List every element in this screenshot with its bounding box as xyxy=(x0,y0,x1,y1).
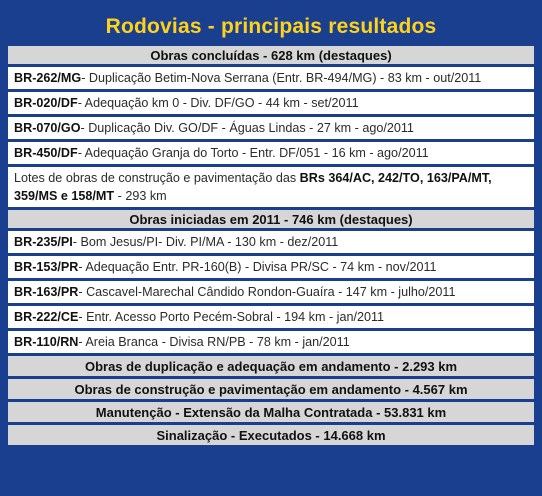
summary-manutencao: Manutenção - Extensão da Malha Contratad… xyxy=(8,402,534,422)
road-description: - Cascavel-Marechal Cândido Rondon-Guaír… xyxy=(78,285,456,299)
summary-construcao: Obras de construção e pavimentação em an… xyxy=(8,379,534,399)
road-code: BR-020/DF xyxy=(14,96,78,110)
road-description: - Entr. Acesso Porto Pecém-Sobral - 194 … xyxy=(78,310,385,324)
road-code: BR-222/CE xyxy=(14,310,79,324)
table-row: BR-020/DF - Adequação km 0 - Div. DF/GO … xyxy=(8,92,534,114)
lotes-brs: 158/MT xyxy=(71,189,115,203)
road-description: - Adequação Granja do Torto - Entr. DF/0… xyxy=(77,146,429,160)
road-code: BR-110/RN xyxy=(14,335,79,349)
road-description: - Duplicação Betim-Nova Serrana (Entr. B… xyxy=(81,71,482,85)
results-panel: Rodovias - principais resultados Obras c… xyxy=(8,8,534,445)
table-row-lotes: Lotes de obras de construção e pavimenta… xyxy=(8,167,534,207)
section-header-iniciadas: Obras iniciadas em 2011 - 746 km (destaq… xyxy=(8,210,534,228)
road-code: BR-262/MG xyxy=(14,71,82,85)
road-code: BR-153/PR xyxy=(14,260,79,274)
table-row: BR-262/MG - Duplicação Betim-Nova Serran… xyxy=(8,67,534,89)
road-code: BR-450/DF xyxy=(14,146,78,160)
section-header-concluidas: Obras concluídas - 628 km (destaques) xyxy=(8,46,534,64)
results-table: Obras concluídas - 628 km (destaques) BR… xyxy=(8,46,534,445)
table-row: BR-222/CE - Entr. Acesso Porto Pecém-Sob… xyxy=(8,306,534,328)
road-description: - Bom Jesus/PI- Div. PI/MA - 130 km - de… xyxy=(72,235,339,249)
page-title: Rodovias - principais resultados xyxy=(105,15,437,38)
road-description: - Duplicação Div. GO/DF - Águas Lindas -… xyxy=(80,121,414,135)
summary-duplicacao: Obras de duplicação e adequação em andam… xyxy=(8,356,534,376)
lotes-brs: 359/MS xyxy=(14,189,58,203)
lotes-prefix: Lotes de obras de construção e pavimenta… xyxy=(14,171,300,185)
road-description: - Areia Branca - Divisa RN/PB - 78 km - … xyxy=(78,335,350,349)
road-description: - Adequação Entr. PR-160(B) - Divisa PR/… xyxy=(78,260,437,274)
lotes-conjunction: e xyxy=(57,189,72,203)
road-description: - Adequação km 0 - Div. DF/GO - 44 km - … xyxy=(77,96,359,110)
road-code: BR-070/GO xyxy=(14,121,81,135)
table-row: BR-153/PR - Adequação Entr. PR-160(B) - … xyxy=(8,256,534,278)
table-row: BR-110/RN - Areia Branca - Divisa RN/PB … xyxy=(8,331,534,353)
lotes-suffix: - 293 km xyxy=(114,189,167,203)
table-row: BR-235/PI - Bom Jesus/PI- Div. PI/MA - 1… xyxy=(8,231,534,253)
summary-sinalizacao: Sinalização - Executados - 14.668 km xyxy=(8,425,534,445)
table-row: BR-163/PR - Cascavel-Marechal Cândido Ro… xyxy=(8,281,534,303)
lotes-brs: BRs 364/AC, 242/TO, 163/PA/MT, xyxy=(299,171,492,185)
table-row: BR-070/GO - Duplicação Div. GO/DF - Água… xyxy=(8,117,534,139)
road-code: BR-163/PR xyxy=(14,285,79,299)
table-row: BR-450/DF - Adequação Granja do Torto - … xyxy=(8,142,534,164)
road-code: BR-235/PI xyxy=(14,235,73,249)
